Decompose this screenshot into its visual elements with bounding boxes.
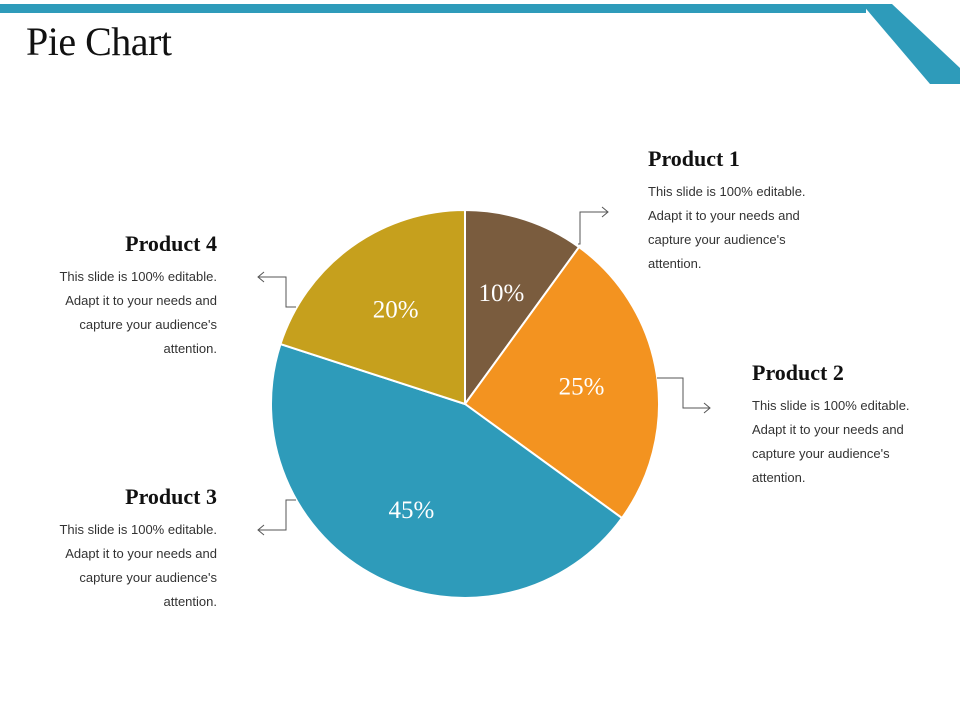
- legend-product-3: Product 3 This slide is 100% editable. A…: [57, 484, 217, 614]
- page-title: Pie Chart: [26, 19, 172, 64]
- connector-product-4-arrow-icon: [257, 271, 265, 283]
- legend-product-2: Product 2 This slide is 100% editable. A…: [752, 360, 912, 490]
- legend-product-4-text: This slide is 100% editable. Adapt it to…: [59, 269, 217, 356]
- top-accent-bar: [0, 4, 866, 13]
- connector-product-3-arrow-icon: [257, 524, 265, 536]
- legend-product-3-title: Product 3: [125, 484, 217, 509]
- legend-product-2-title: Product 2: [752, 360, 844, 385]
- pie-slice-product-2: [463, 245, 660, 520]
- legend-product-1: Product 1 This slide is 100% editable. A…: [648, 146, 808, 276]
- callout-connectors: [257, 206, 711, 536]
- connector-product-1: [578, 206, 609, 245]
- connector-product-2-arrow-icon: [703, 402, 711, 414]
- connector-product-3: [257, 499, 296, 536]
- slice-label-product-4: 20%: [373, 297, 419, 324]
- corner-accent-shape: [862, 4, 960, 84]
- pie-slice-product-1: [464, 208, 581, 408]
- legend-product-4: Product 4 This slide is 100% editable. A…: [57, 231, 217, 361]
- slice-label-product-1: 10%: [479, 280, 525, 307]
- slice-label-product-3: 45%: [389, 497, 435, 524]
- connector-product-4: [257, 271, 296, 308]
- pie-labels: 10% 25% 45% 20%: [373, 280, 605, 524]
- connector-product-2: [657, 377, 711, 414]
- pie-slices: [270, 208, 660, 599]
- legend-product-2-text: This slide is 100% editable. Adapt it to…: [752, 398, 910, 485]
- pie-slice-product-3: [270, 342, 624, 599]
- legend-product-1-title: Product 1: [648, 146, 740, 171]
- legend-product-1-text: This slide is 100% editable. Adapt it to…: [648, 184, 806, 271]
- slice-label-product-2: 25%: [559, 374, 605, 401]
- connector-product-1-arrow-icon: [601, 206, 609, 218]
- legend-product-4-title: Product 4: [125, 231, 217, 256]
- legend-product-3-text: This slide is 100% editable. Adapt it to…: [59, 522, 217, 609]
- pie-slice-product-4: [279, 208, 466, 406]
